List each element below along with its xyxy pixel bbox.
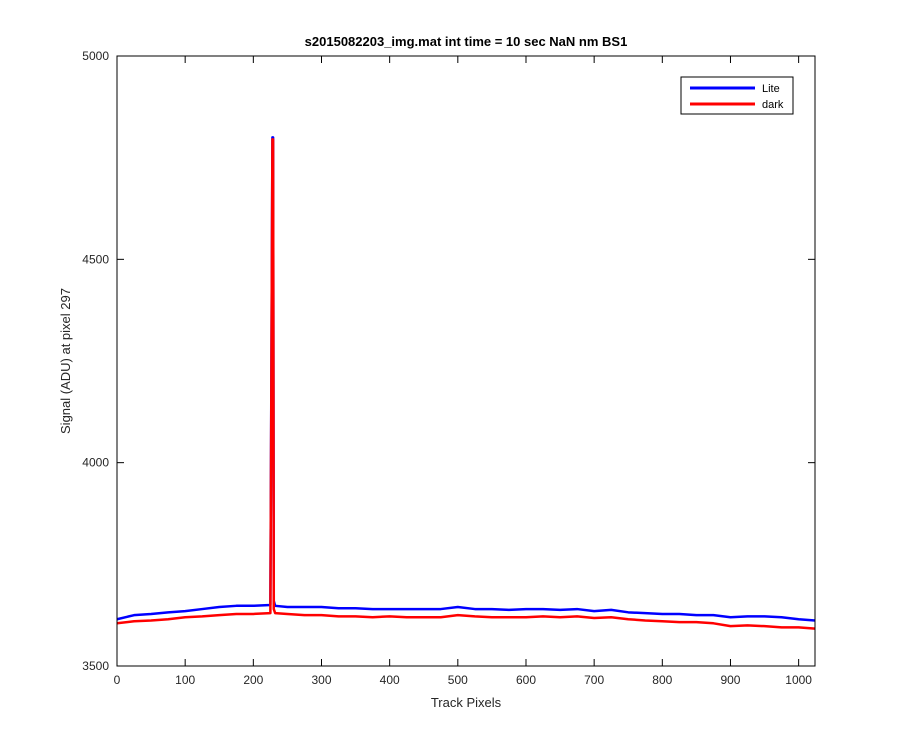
- legend-label-lite: Lite: [762, 83, 780, 95]
- x-tick-label: 700: [584, 673, 604, 687]
- plot-background: [117, 56, 815, 666]
- tick-layer: 0 100 200 300 400 500 600 700 800 900 1000 3500 4000…: [82, 49, 815, 687]
- x-tick-label: 1000: [785, 673, 812, 687]
- y-axis-label: Signal (ADU) at pixel 297: [58, 288, 73, 434]
- legend: Lite dark: [680, 76, 794, 115]
- x-tick-label: 800: [652, 673, 672, 687]
- y-tick-label: 4500: [82, 252, 109, 266]
- x-tick-label: 100: [175, 673, 195, 687]
- x-tick-label: 0: [114, 673, 121, 687]
- x-tick-label: 600: [516, 673, 536, 687]
- x-axis-label: Track Pixels: [431, 695, 502, 710]
- y-tick-label: 5000: [82, 49, 109, 63]
- x-tick-label: 500: [448, 673, 468, 687]
- series-line-dark: [116, 138, 816, 630]
- plot-frame: [116, 55, 816, 667]
- x-tick-label: 400: [380, 673, 400, 687]
- legend-box: [680, 76, 794, 115]
- series-layer: [116, 136, 816, 630]
- x-tick-label: 900: [720, 673, 740, 687]
- series-line-lite: [116, 136, 816, 622]
- x-tick-label: 300: [311, 673, 331, 687]
- legend-label-dark: dark: [762, 99, 784, 111]
- y-tick-label: 3500: [82, 659, 109, 673]
- x-tick-label: 200: [243, 673, 263, 687]
- y-tick-label: 4000: [82, 456, 109, 470]
- chart-title: s2015082203_img.mat int time = 10 sec Na…: [305, 34, 628, 49]
